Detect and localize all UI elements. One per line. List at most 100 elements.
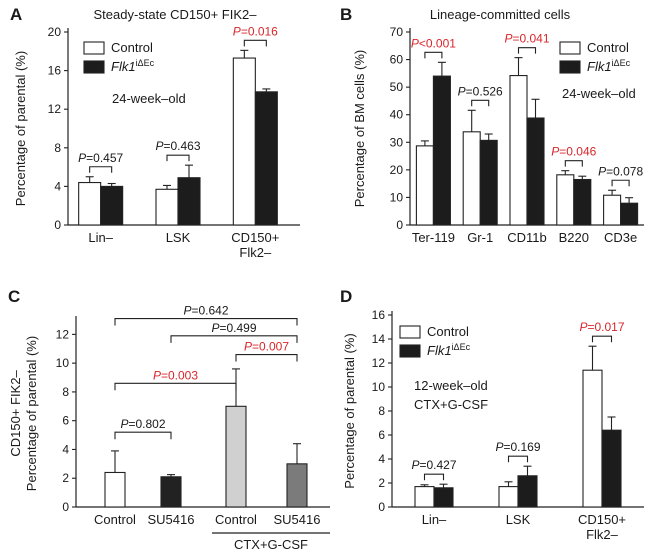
panel-d-y-tick-label: 10	[372, 380, 386, 394]
panel-c-category-label: Control	[215, 512, 257, 527]
panel-c-bar	[225, 405, 247, 508]
panel-c-p-value: P=0.003	[153, 368, 198, 382]
panel-b-p-value: P<0.001	[411, 36, 456, 50]
panel-d-legend-note: 12-week–old	[414, 378, 488, 393]
panel-b-y-tick-label: 40	[390, 108, 404, 122]
panel-a-p-bracket	[243, 39, 267, 47]
panel-b-chart: 0 10 20 30 40 50 60 70 Ter-119 P<0.001 Gr-1 P=0.526…	[352, 25, 644, 245]
panel-d-bar-control	[414, 486, 435, 508]
panel-c-p-bracket	[114, 431, 172, 440]
panel-b-y-tick-label: 20	[390, 163, 404, 177]
panel-b-legend-swatch	[559, 60, 581, 74]
panel-b-category-label: B220	[559, 230, 589, 245]
panel-c-p-bracket	[170, 335, 298, 343]
panel-d-y-tick-label: 0	[378, 500, 385, 514]
panel-d-category-label: LSK	[506, 512, 531, 527]
panel-d-p-value: P=0.169	[495, 440, 540, 454]
panel-d-category-label: Lin–	[422, 512, 447, 527]
panel-a-category-label: LSK	[166, 230, 191, 245]
panel-c-y-tick-label: 10	[56, 356, 70, 370]
panel-c-bar	[286, 463, 308, 508]
panel-b-bar-control	[509, 75, 528, 226]
panel-b-p-bracket	[517, 47, 537, 54]
panel-d-bar-flk1	[601, 429, 622, 508]
panel-b-category-label: CD11b	[507, 230, 547, 245]
panel-letter-d: D	[340, 287, 352, 306]
panel-a-p-value: P=0.457	[78, 151, 123, 165]
panel-a-chart: 0 4 8 12 16 20 Lin– P=0.457 LSK P=0.463 CD150+Flk2…	[13, 24, 300, 260]
panel-a-y-tick-label: 16	[48, 64, 62, 78]
panel-d-y-axis-label: Percentage of parental (%)	[342, 333, 357, 488]
panel-b-y-tick-label: 10	[390, 190, 404, 204]
panel-b-bar-flk1	[432, 75, 451, 226]
panel-d-category-label: CD150+	[578, 512, 626, 527]
panel-b-bar-flk1	[620, 202, 639, 226]
panel-b-y-tick-label: 50	[390, 80, 404, 94]
panel-b-y-tick-label: 30	[390, 135, 404, 149]
panel-c-y-tick-label: 6	[62, 414, 69, 428]
panel-d-bar-flk1	[517, 475, 538, 508]
panel-a-y-axis-label: Percentage of parental (%)	[13, 51, 28, 206]
panel-d-y-tick-label: 8	[378, 404, 385, 418]
panel-letter-a: A	[10, 5, 22, 24]
panel-a-legend-note: 24-week–old	[112, 91, 186, 106]
panel-d-p-value: P=0.427	[411, 458, 456, 472]
panel-c-y-tick-label: 0	[62, 500, 69, 514]
panel-d-bar-control	[498, 486, 519, 508]
panel-b-p-value: P=0.041	[504, 32, 549, 46]
panel-a-category-label: Lin–	[88, 230, 113, 245]
panel-b-p-bracket	[564, 160, 583, 167]
panel-c-y-axis-label: Percentage of parental (%)	[24, 336, 39, 491]
panel-a-p-value: P=0.463	[155, 139, 200, 153]
panel-a-bar-control	[78, 181, 102, 226]
panel-a-category-label: Flk2–	[239, 245, 272, 260]
panel-b-legend-swatch	[559, 41, 581, 55]
panel-b-legend-label: Control	[587, 40, 629, 55]
panel-b-category-label: Ter-119	[412, 230, 455, 245]
panel-b-p-value: P=0.046	[551, 145, 596, 159]
panel-letter-b: B	[340, 5, 352, 24]
panel-b-category-label: CD3e	[604, 230, 637, 245]
panel-a-bar-flk1	[254, 91, 278, 226]
panel-a-bar-flk1	[100, 185, 124, 226]
panel-c-y-tick-label: 2	[62, 471, 69, 485]
panel-c-group-label: CTX+G-CSF	[234, 537, 308, 552]
panel-d-y-tick-label: 12	[372, 356, 386, 370]
panel-d-y-tick-label: 16	[372, 308, 386, 322]
panel-d-legend-swatch	[399, 344, 421, 358]
panel-c-p-value: P=0.802	[120, 417, 165, 431]
panel-b-p-value: P=0.078	[598, 164, 643, 178]
panel-d-chart: 0 2 4 6 8 10 12 14 16 Lin– P=0.427 LSK P=0.169 CD150+…	[342, 308, 644, 542]
panel-d-bar-control	[582, 369, 603, 508]
panel-b-bar-control	[462, 131, 481, 226]
panel-letter-c: C	[8, 287, 20, 306]
panel-c-y-axis-label: CD150+ FIK2–	[8, 370, 23, 457]
panel-d-p-bracket	[507, 455, 529, 463]
panel-a-p-bracket	[89, 166, 113, 173]
panel-b-category-label: Gr-1	[467, 230, 493, 245]
panel-c-y-tick-label: 12	[56, 327, 70, 341]
panel-a-p-value: P=0.016	[233, 24, 278, 38]
panel-d-legend-note: CTX+G-CSF	[414, 397, 488, 412]
panel-c-p-value: P=0.642	[183, 304, 228, 318]
panel-b-legend-label: Flk1iΔEc	[587, 58, 631, 74]
panel-d-bar-flk1	[433, 487, 454, 508]
panel-a-y-tick-label: 12	[48, 102, 62, 116]
panel-d-y-tick-label: 6	[378, 428, 385, 442]
panel-b-y-tick-label: 70	[390, 25, 404, 39]
panel-a-y-tick-label: 8	[54, 141, 61, 155]
panel-a-y-tick-label: 4	[54, 179, 61, 193]
panel-d-legend-swatch	[399, 325, 421, 339]
panel-c-p-value: P=0.499	[211, 321, 256, 335]
panel-b-bar-control	[556, 174, 575, 226]
panel-d-y-tick-label: 4	[378, 452, 385, 466]
panel-a-bar-flk1	[177, 177, 201, 226]
panel-a-legend-label: Control	[111, 40, 153, 55]
panel-a-legend-swatch	[83, 60, 105, 74]
panel-d-legend-label: Control	[427, 324, 469, 339]
panel-b-y-tick-label: 60	[390, 53, 404, 67]
panel-b-p-value: P=0.526	[458, 84, 503, 98]
panel-a-legend-swatch	[83, 41, 105, 55]
panel-a-y-tick-label: 0	[54, 218, 61, 232]
